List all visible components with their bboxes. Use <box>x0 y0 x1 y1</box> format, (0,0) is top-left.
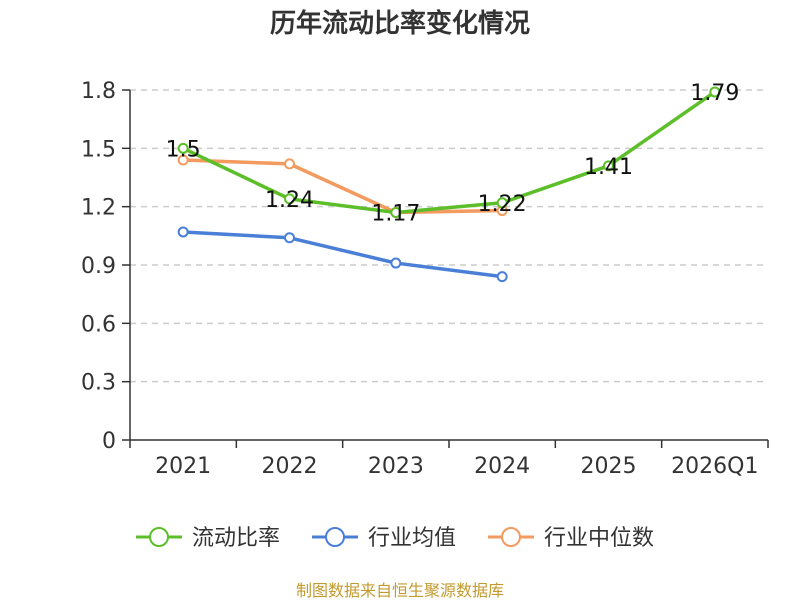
data-point <box>390 207 402 218</box>
legend-item[interactable]: 行业中位数 <box>488 526 654 551</box>
source-note: 制图数据来自恒生聚源数据库 <box>296 581 504 600</box>
y-tick-label: 0.9 <box>81 254 116 279</box>
data-label: 1.79 <box>690 81 739 106</box>
data-point <box>284 232 295 244</box>
x-tick-label: 2024 <box>474 454 530 479</box>
legend-item[interactable]: 流动比率 <box>136 526 280 551</box>
data-label: 1.17 <box>371 202 420 227</box>
data-label: 1.22 <box>478 192 527 217</box>
y-tick-label: 1.2 <box>81 196 116 221</box>
legend[interactable]: 流动比率 行业均值 行业中位数 <box>136 526 654 551</box>
data-labels: 1.5 1.24 1.17 1.22 1.41 1.79 <box>166 81 740 227</box>
legend-label: 行业均值 <box>368 526 456 551</box>
legend-marker <box>501 527 521 547</box>
y-tick-label: 0.3 <box>81 371 116 396</box>
data-label: 1.24 <box>265 188 314 213</box>
x-tick-label: 2025 <box>581 454 637 479</box>
x-tick-label: 2022 <box>262 454 318 479</box>
x-axis-ticks: 2021 2022 2023 2024 2025 2026Q1 <box>155 454 758 479</box>
data-point <box>177 226 189 238</box>
y-tick-label: 0.6 <box>81 312 116 337</box>
series-line <box>181 90 717 215</box>
x-tick-label: 2021 <box>155 454 211 479</box>
data-point <box>496 271 508 283</box>
data-point <box>709 86 721 98</box>
data-label: 1.5 <box>166 137 201 162</box>
data-point <box>496 197 508 209</box>
series-layer <box>177 86 721 283</box>
y-axis-ticks: 0 0.3 0.6 0.9 1.2 1.5 1.8 <box>81 79 116 454</box>
x-tick-label: 2023 <box>368 454 424 479</box>
data-point <box>603 160 614 172</box>
series-line <box>181 158 504 215</box>
legend-label: 行业中位数 <box>544 526 654 551</box>
legend-item[interactable]: 行业均值 <box>312 526 456 551</box>
chart-title: 历年流动比率变化情况 <box>270 8 530 39</box>
series-line <box>181 230 504 279</box>
legend-label: 流动比率 <box>192 526 280 551</box>
data-point <box>390 257 402 269</box>
y-tick-label: 0 <box>102 429 116 454</box>
y-tick-label: 1.8 <box>81 79 116 104</box>
data-point <box>284 193 295 205</box>
axes <box>122 89 769 448</box>
legend-marker <box>325 527 345 547</box>
data-point <box>177 142 189 154</box>
data-label: 1.41 <box>584 155 633 180</box>
y-tick-label: 1.5 <box>81 137 116 162</box>
data-point <box>177 154 189 166</box>
legend-marker <box>149 527 169 547</box>
data-point <box>284 158 295 170</box>
x-tick-label: 2026Q1 <box>671 454 758 479</box>
